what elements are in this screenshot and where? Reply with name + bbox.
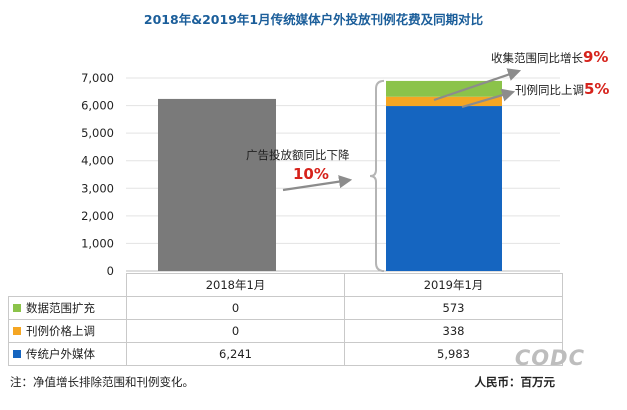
table-row: 传统户外媒体 6,241 5,983	[8, 342, 563, 366]
data-table: 2018年1月 2019年1月 数据范围扩充 0 573 刊例价格上调 0 33…	[8, 273, 563, 366]
y-tick-label: 0	[107, 264, 114, 278]
bar-segment	[386, 96, 502, 107]
bar-segment	[158, 98, 276, 271]
table-cell: 338	[344, 319, 563, 343]
y-tick-label: 6,000	[81, 99, 114, 113]
footnote: 注：净值增长排除范围和刊例变化。	[10, 375, 194, 389]
y-tick-label: 3,000	[81, 181, 114, 195]
annotation-arrow	[461, 88, 516, 109]
codc-logo: CODC	[514, 346, 585, 370]
price-annotation-label: 刊例同比上调	[515, 83, 584, 97]
y-tick-label: 4,000	[81, 154, 114, 168]
category-label: 2019年1月	[344, 273, 563, 297]
table-header-row: 2018年1月 2019年1月	[8, 273, 563, 297]
table-cell: 6,241	[126, 342, 345, 366]
table-cell: 573	[344, 296, 563, 320]
unit-label: 人民币：百万元	[474, 375, 556, 389]
decline-annotation-label: 广告投放额同比下降	[246, 148, 350, 162]
legend-swatch	[13, 303, 21, 312]
table-cell: 0	[126, 296, 345, 320]
decline-annotation-value: 10%	[293, 165, 329, 183]
price-annotation-value: 5%	[584, 80, 610, 98]
y-tick-label: 7,000	[81, 71, 114, 85]
table-row: 数据范围扩充 0 573	[8, 296, 563, 320]
bar-segment	[386, 80, 502, 97]
category-label: 2018年1月	[126, 273, 345, 297]
legend-label: 刊例价格上调	[26, 324, 95, 338]
chart-plot: 0 1,000 2,000 3,000 4,000 5,000 6,000 7,000	[81, 68, 560, 278]
collect-annotation-label: 收集范围同比增长	[491, 51, 583, 65]
chart-title: 2018年&2019年1月传统媒体户外投放刊例花费及同期对比	[143, 12, 484, 27]
legend-swatch	[13, 326, 21, 335]
y-tick-label: 5,000	[81, 126, 114, 140]
collect-annotation-value: 9%	[583, 48, 609, 66]
y-tick-label: 1,000	[81, 236, 114, 250]
legend-label: 传统户外媒体	[26, 347, 95, 361]
table-row: 刊例价格上调 0 338	[8, 319, 563, 343]
brace	[369, 79, 385, 272]
legend-swatch	[13, 349, 21, 358]
legend-label: 数据范围扩充	[26, 301, 95, 315]
table-cell: 5,983	[344, 342, 563, 366]
table-cell: 0	[126, 319, 345, 343]
annotation-arrow	[433, 68, 522, 102]
y-tick-label: 2,000	[81, 209, 114, 223]
bar-segment	[386, 106, 502, 271]
annotation-arrow	[282, 175, 353, 192]
